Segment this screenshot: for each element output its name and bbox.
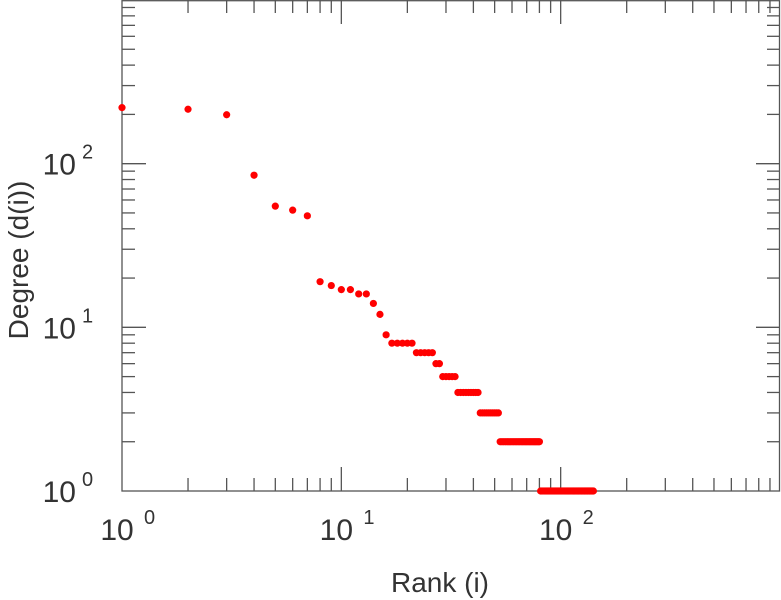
- data-point: [289, 206, 297, 214]
- data-point: [408, 339, 416, 347]
- data-point: [271, 202, 279, 210]
- x-tick-label: 10: [320, 514, 353, 547]
- y-tick-exponent: 2: [82, 142, 93, 164]
- data-point: [435, 360, 444, 368]
- data-point: [250, 171, 258, 179]
- y-axis-label: Degree (d(i)): [3, 181, 34, 340]
- x-tick-exponent: 0: [144, 507, 155, 529]
- x-tick-label: 10: [539, 514, 572, 547]
- data-point: [388, 339, 396, 347]
- data-point: [474, 388, 482, 397]
- data-point: [428, 349, 436, 357]
- x-tick-exponent: 1: [363, 507, 374, 529]
- data-point: [369, 299, 377, 308]
- data-points: [118, 104, 597, 495]
- data-point: [382, 331, 390, 339]
- data-point: [223, 111, 231, 119]
- y-tick-exponent: 0: [82, 469, 93, 491]
- data-point: [376, 310, 384, 318]
- data-point: [327, 281, 335, 290]
- data-point: [118, 104, 126, 112]
- data-point: [535, 438, 544, 446]
- axis-ticks: [122, 0, 780, 491]
- y-tick-label: 10: [43, 312, 76, 345]
- tick-labels: 10 0 10 1 10 2 10 0 10 1 10 2: [43, 142, 594, 547]
- data-point: [337, 286, 345, 294]
- data-point: [362, 290, 370, 298]
- data-point: [346, 286, 355, 294]
- y-tick-label: 10: [43, 476, 76, 509]
- plot-frame: [121, 0, 781, 492]
- data-point: [303, 212, 311, 220]
- x-tick-exponent: 2: [583, 507, 594, 529]
- data-point: [316, 278, 324, 286]
- x-tick-label: 10: [100, 514, 133, 547]
- data-point: [589, 487, 597, 495]
- x-axis-label: Rank (i): [391, 567, 489, 598]
- y-tick-label: 10: [43, 149, 76, 182]
- data-point: [184, 105, 192, 113]
- data-point: [355, 290, 363, 298]
- data-point: [393, 339, 401, 347]
- y-tick-exponent: 1: [82, 305, 93, 327]
- data-point: [494, 409, 502, 417]
- data-point: [451, 373, 459, 381]
